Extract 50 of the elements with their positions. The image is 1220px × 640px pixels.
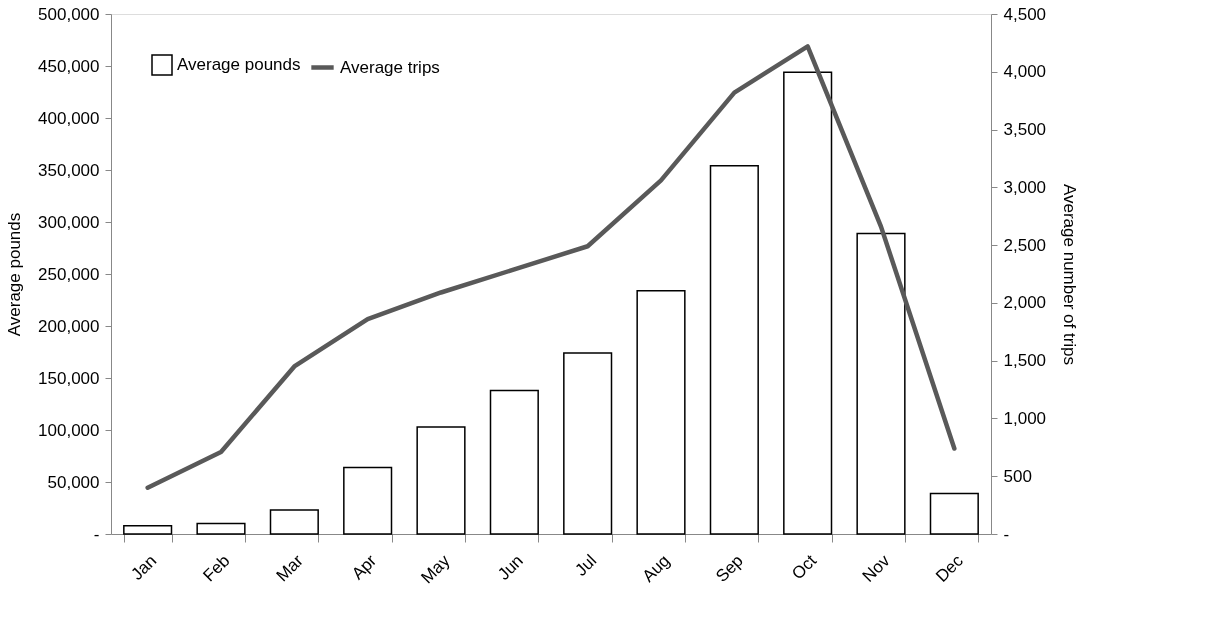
bar bbox=[269, 509, 319, 535]
x-tick-label: Apr bbox=[348, 550, 381, 584]
y2-tick-label: 4,500 bbox=[1003, 4, 1047, 24]
bar bbox=[416, 426, 466, 535]
x-tick-label: Jun bbox=[494, 551, 527, 584]
y-tick-label: 400,000 bbox=[38, 108, 100, 128]
y-tick-label: 500,000 bbox=[38, 4, 100, 24]
y-tick-label: 350,000 bbox=[38, 160, 100, 180]
y-tick-label: - bbox=[93, 524, 100, 544]
x-tick-label: Jul bbox=[571, 551, 601, 580]
x-tick-label: Nov bbox=[858, 550, 894, 586]
y-tick-label: 100,000 bbox=[38, 420, 100, 440]
y-tick-label: 250,000 bbox=[38, 264, 100, 284]
bar bbox=[856, 232, 906, 535]
legend-label: Average trips bbox=[340, 57, 440, 77]
y-tick-label: 450,000 bbox=[38, 56, 100, 76]
line-series bbox=[145, 44, 957, 491]
bar bbox=[123, 524, 173, 535]
x-tick-label: Sep bbox=[712, 551, 747, 586]
bar bbox=[563, 352, 613, 535]
bar bbox=[709, 165, 759, 535]
x-tick-label: Feb bbox=[199, 551, 234, 586]
y-tick-label: 50,000 bbox=[47, 472, 100, 492]
bar bbox=[343, 466, 393, 535]
y2-tick-label: 4,000 bbox=[1003, 62, 1047, 82]
bar bbox=[489, 389, 539, 535]
y2-tick-label: 1,500 bbox=[1003, 351, 1047, 371]
y2-tick-label: 3,500 bbox=[1003, 120, 1047, 140]
x-tick-label: Jan bbox=[127, 551, 161, 584]
x-tick-label: May bbox=[417, 550, 454, 588]
x-tick-label: Aug bbox=[638, 551, 674, 586]
y-tick-label: 200,000 bbox=[38, 316, 100, 336]
y2-tick-label: 2,000 bbox=[1003, 293, 1047, 313]
bar bbox=[196, 522, 246, 535]
y2-tick-label: 2,500 bbox=[1003, 235, 1047, 255]
x-tick-label: Mar bbox=[272, 550, 308, 586]
y2-tick-label: 500 bbox=[1003, 466, 1032, 486]
y2-axis-title: Average number of trips bbox=[1060, 183, 1080, 366]
y2-tick-label: 1,000 bbox=[1003, 408, 1047, 428]
bar bbox=[929, 492, 979, 535]
y-tick-label: 150,000 bbox=[38, 368, 100, 388]
x-tick-label: Dec bbox=[932, 550, 968, 586]
x-tick-label: Oct bbox=[788, 550, 821, 584]
bar bbox=[636, 289, 686, 535]
legend-label: Average pounds bbox=[177, 55, 301, 74]
bar bbox=[783, 71, 833, 535]
y-axis-title: Average pounds bbox=[5, 212, 25, 337]
y-tick-label: 300,000 bbox=[38, 212, 100, 232]
y2-tick-label: 3,000 bbox=[1003, 177, 1047, 197]
y2-tick-label: - bbox=[1003, 524, 1010, 544]
